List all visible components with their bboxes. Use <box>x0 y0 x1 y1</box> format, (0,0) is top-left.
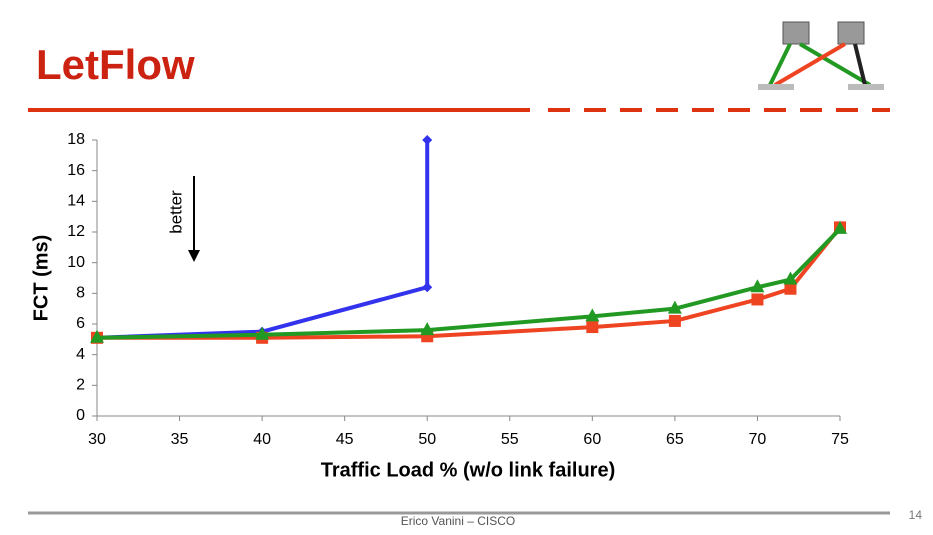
marker <box>586 321 599 334</box>
series-line <box>96 140 430 340</box>
y-axis-label: FCT (ms) <box>30 235 52 322</box>
y-tick-label: 10 <box>67 254 85 271</box>
marker <box>422 282 433 293</box>
leaf <box>758 84 794 90</box>
x-axis-label: Traffic Load % (w/o link failure) <box>321 459 615 481</box>
y-tick-label: 4 <box>76 346 85 363</box>
slide-title: LetFlow <box>36 41 195 88</box>
marker <box>255 326 270 340</box>
marker <box>420 322 435 336</box>
switch <box>837 21 865 45</box>
y-tick-label: 14 <box>67 193 85 210</box>
marker <box>784 282 797 295</box>
x-tick-label: 30 <box>88 431 106 448</box>
link <box>773 42 847 87</box>
x-tick-label: 60 <box>583 431 601 448</box>
marker <box>90 329 104 343</box>
y-tick-label: 18 <box>67 131 85 148</box>
marker <box>585 308 600 322</box>
marker <box>422 135 433 145</box>
x-tick-label: 45 <box>336 431 354 448</box>
x-tick-label: 75 <box>831 431 849 448</box>
link <box>768 43 792 86</box>
annotation-arrowhead <box>188 250 200 262</box>
marker <box>751 293 764 306</box>
y-tick-label: 8 <box>76 285 85 302</box>
series-line <box>96 227 842 340</box>
leaf <box>848 84 884 90</box>
series-line <box>97 226 842 340</box>
marker <box>783 271 798 285</box>
topology-icon <box>758 21 884 90</box>
marker <box>667 300 682 314</box>
y-tick-label: 2 <box>76 377 85 394</box>
page-number: 14 <box>909 508 923 522</box>
x-tick-label: 65 <box>666 431 684 448</box>
x-tick-label: 35 <box>171 431 189 448</box>
y-tick-label: 0 <box>76 407 85 424</box>
annotation: better <box>166 190 185 234</box>
switch <box>782 21 810 45</box>
marker <box>833 220 847 234</box>
y-tick-label: 12 <box>67 223 85 240</box>
footer: Erico Vanini – CISCO <box>401 514 516 528</box>
link <box>798 42 872 87</box>
y-tick-label: 16 <box>67 162 85 179</box>
y-tick-label: 6 <box>76 315 85 332</box>
link <box>853 43 867 86</box>
marker <box>750 279 765 293</box>
x-tick-label: 55 <box>501 431 519 448</box>
x-tick-label: 40 <box>253 431 271 448</box>
marker <box>668 314 681 327</box>
x-tick-label: 50 <box>418 431 436 448</box>
x-tick-label: 70 <box>749 431 767 448</box>
